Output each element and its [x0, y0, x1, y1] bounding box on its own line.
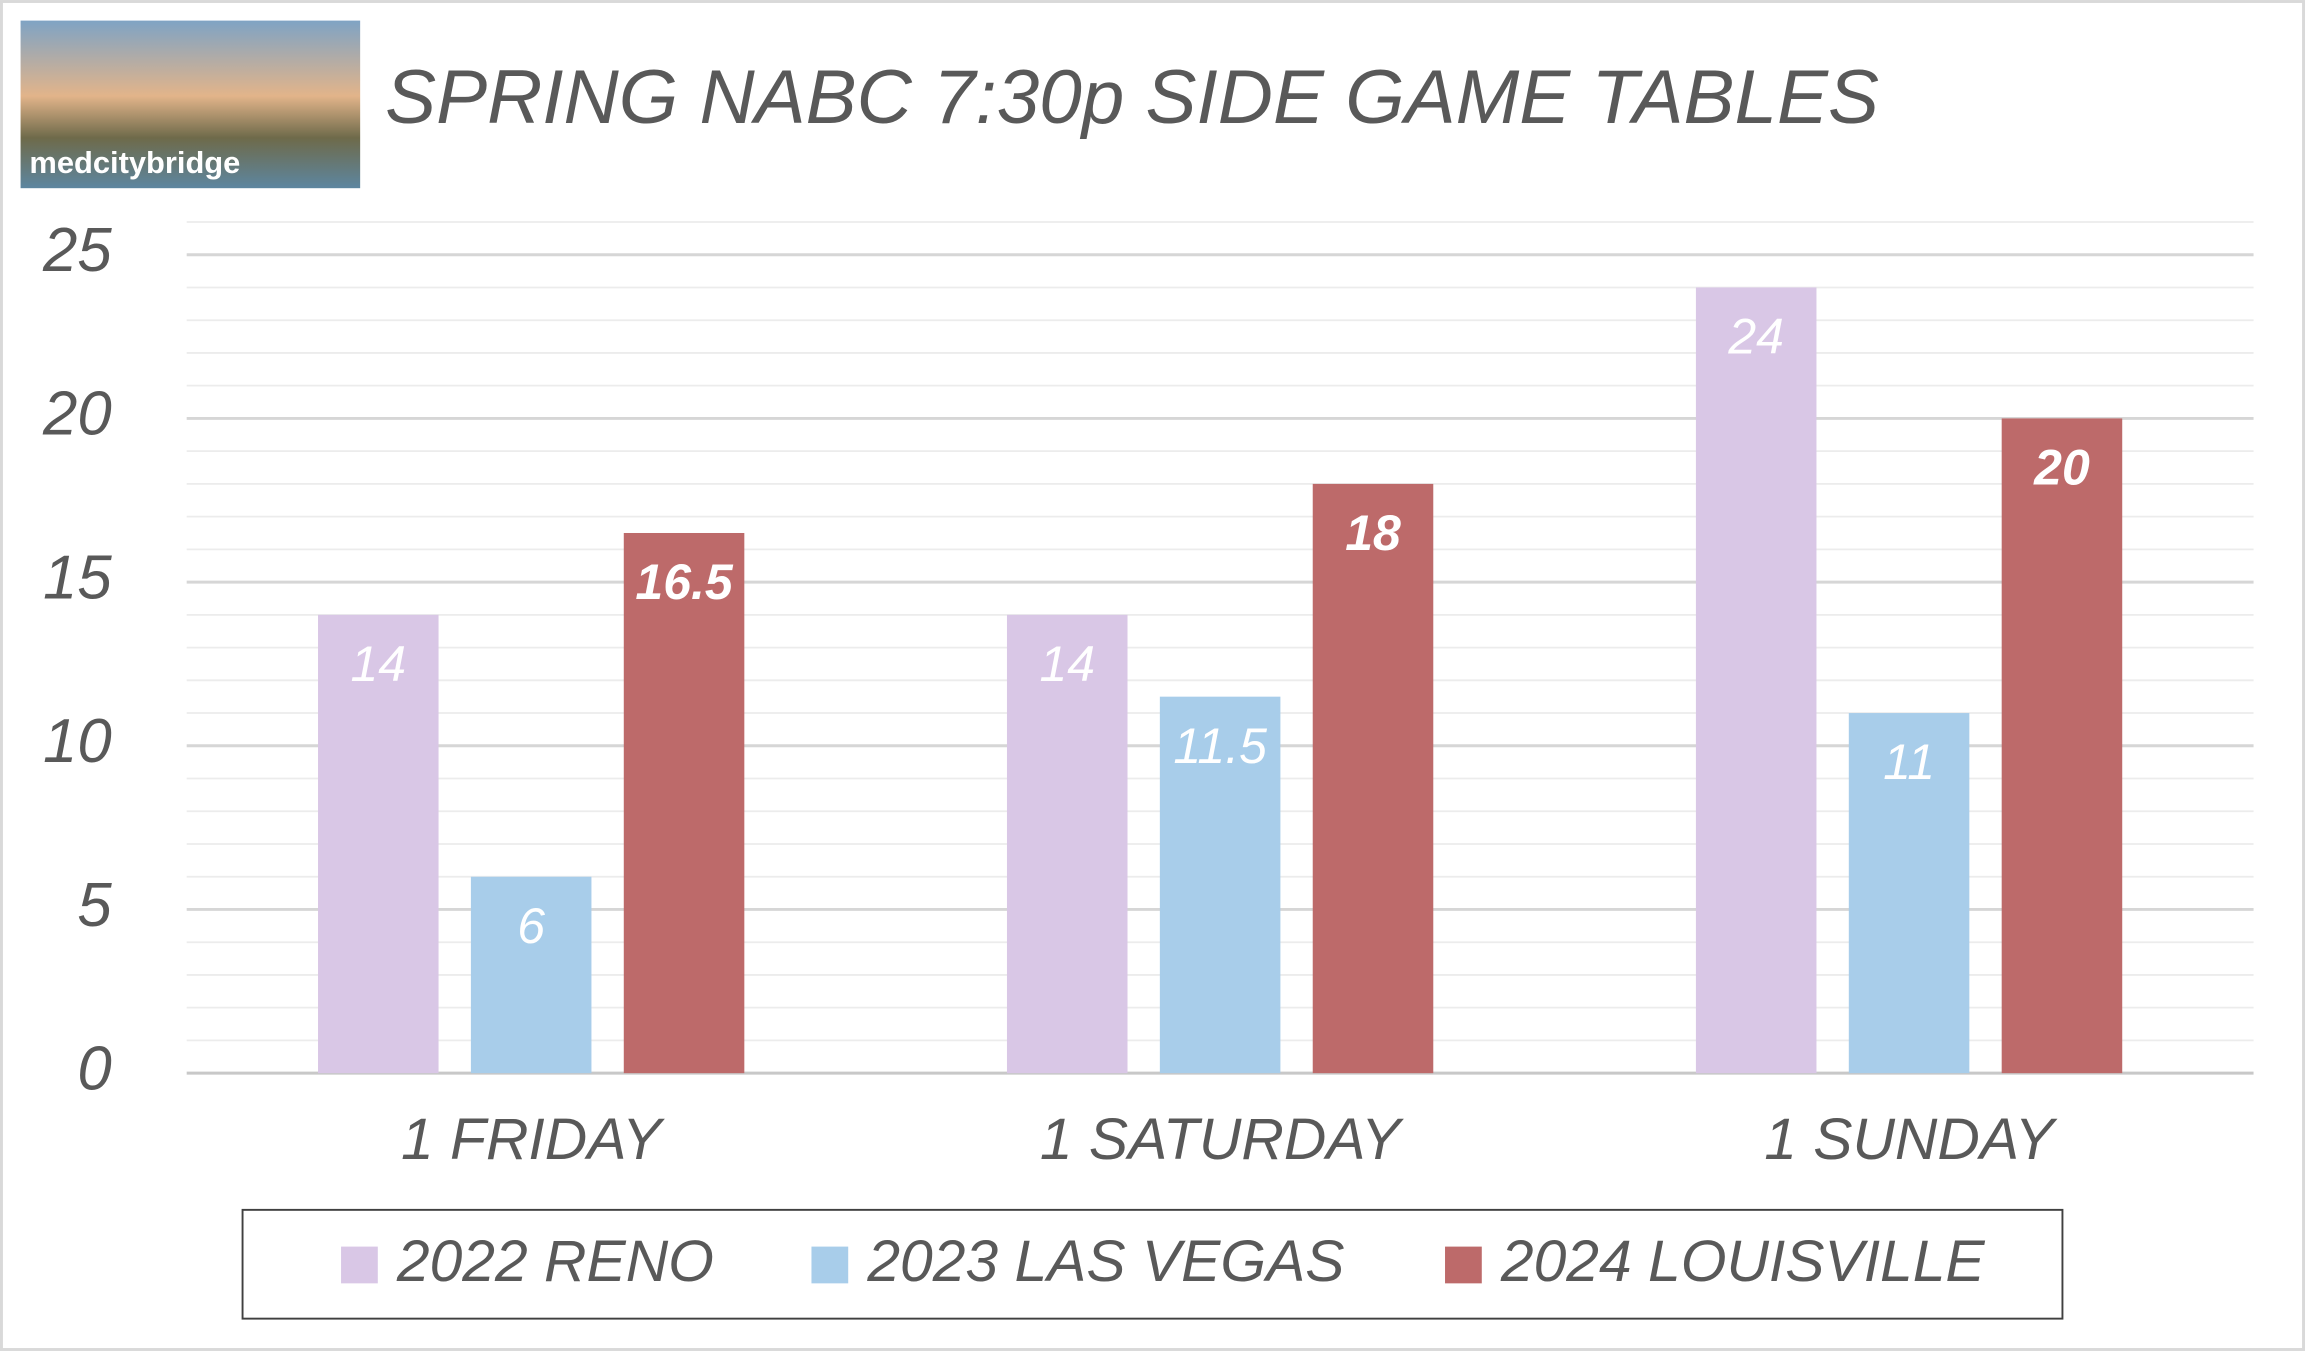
legend-swatch — [1445, 1246, 1482, 1284]
x-tick-label: 1 SATURDAY — [1040, 1107, 1404, 1172]
value-label: 11.5 — [1173, 718, 1267, 774]
legend-box — [241, 1208, 2064, 1320]
x-tick-label: 1 SUNDAY — [1764, 1107, 2057, 1172]
legend-label: 2023 LAS VEGAS — [866, 1229, 1344, 1294]
logo-image — [20, 20, 361, 189]
bar — [1848, 713, 1970, 1074]
logo: medcitybridge — [20, 20, 361, 189]
y-tick-label: 5 — [77, 871, 112, 940]
x-tick-label: 1 FRIDAY — [401, 1107, 665, 1172]
y-tick-label: 25 — [42, 216, 112, 285]
value-label: 24 — [1727, 309, 1784, 365]
legend-swatch — [811, 1246, 849, 1284]
value-label: 14 — [1039, 636, 1095, 692]
bar — [1006, 614, 1128, 1074]
value-label: 20 — [2033, 440, 2090, 496]
bar — [470, 876, 592, 1074]
value-label: 16.5 — [635, 554, 733, 610]
y-tick-label: 15 — [43, 543, 112, 612]
y-tick-label: 20 — [42, 380, 112, 449]
bar — [1312, 483, 1434, 1074]
legend-label: 2024 LOUISVILLE — [1500, 1229, 1986, 1294]
y-tick-label: 10 — [43, 707, 112, 776]
bar — [1159, 696, 1281, 1074]
logo-text: medcitybridge — [29, 145, 240, 180]
value-label: 11 — [1883, 734, 1935, 790]
bar — [318, 614, 439, 1074]
bar — [1695, 287, 1817, 1074]
chart-title: SPRING NABC 7:30p SIDE GAME TABLES — [385, 55, 1879, 140]
legend-label: 2022 RENO — [396, 1229, 714, 1294]
legend-swatch — [341, 1246, 378, 1284]
value-label: 6 — [517, 898, 545, 954]
value-label: 18 — [1345, 505, 1401, 561]
bar — [623, 532, 745, 1074]
value-label: 14 — [350, 636, 406, 692]
bar — [2001, 418, 2123, 1074]
y-tick-label: 0 — [77, 1034, 111, 1103]
